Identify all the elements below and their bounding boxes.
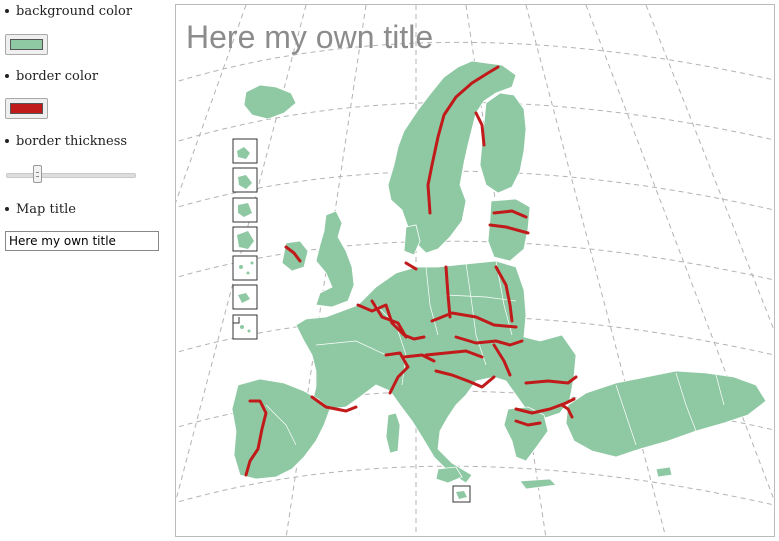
border-france-spain bbox=[310, 395, 358, 413]
turkey bbox=[565, 370, 767, 458]
border-romania-bulgaria bbox=[524, 375, 578, 385]
border-color-swatch bbox=[10, 103, 43, 114]
border-turkey-bulgaria bbox=[560, 403, 574, 419]
background-color-picker[interactable] bbox=[5, 34, 48, 55]
baltics bbox=[487, 198, 531, 262]
border-color-option: border color bbox=[5, 69, 98, 84]
finland bbox=[479, 92, 527, 194]
great-britain bbox=[315, 210, 355, 308]
sicily bbox=[435, 466, 463, 484]
border-estonia-latvia bbox=[488, 223, 530, 235]
map-panel[interactable]: Here my own title bbox=[175, 4, 775, 537]
scandinavia bbox=[387, 60, 517, 254]
border-thickness-label: border thickness bbox=[16, 134, 128, 149]
slider-thumb[interactable] bbox=[33, 165, 42, 183]
border-uk-france-channel bbox=[356, 303, 394, 325]
bullet-icon bbox=[5, 73, 9, 78]
inset-box-7 bbox=[232, 314, 258, 340]
inset-box-5 bbox=[232, 255, 258, 281]
options-sidebar: background color border color border thi… bbox=[0, 0, 170, 541]
border-denmark bbox=[404, 261, 418, 271]
map-title-input[interactable] bbox=[5, 231, 159, 251]
border-norway-sweden bbox=[426, 65, 500, 215]
border-color-picker[interactable] bbox=[5, 98, 48, 119]
corsica-sardinia bbox=[385, 412, 401, 454]
border-slovakia-hungary bbox=[454, 335, 524, 347]
bullet-icon bbox=[5, 206, 9, 211]
border-spain-portugal bbox=[244, 399, 268, 477]
iceland bbox=[243, 84, 297, 120]
denmark bbox=[403, 224, 421, 256]
bullet-icon bbox=[5, 8, 9, 13]
border-austria bbox=[424, 349, 484, 359]
border-france-germany bbox=[390, 321, 426, 341]
map-title: Here my own title bbox=[186, 19, 434, 55]
border-sweden-finland bbox=[474, 111, 486, 147]
background-color-label: background color bbox=[16, 4, 133, 19]
border-ireland bbox=[284, 245, 302, 263]
border-benelux bbox=[370, 299, 408, 339]
border-switzerland bbox=[402, 353, 436, 363]
border-czech bbox=[430, 311, 518, 329]
background-color-swatch bbox=[10, 39, 43, 50]
border-poland-east bbox=[494, 265, 514, 323]
border-greece-turkey bbox=[514, 419, 542, 427]
inset-corner-mark bbox=[233, 317, 240, 324]
border-germany-poland bbox=[444, 265, 452, 319]
bullet-icon bbox=[5, 138, 9, 143]
slider-track bbox=[6, 173, 136, 178]
cyprus bbox=[655, 466, 673, 478]
country-borders bbox=[244, 65, 578, 477]
border-hungary-romania bbox=[492, 343, 512, 377]
graticule bbox=[176, 5, 774, 536]
border-latvia-lithuania bbox=[492, 209, 528, 219]
border-bulgaria-south bbox=[514, 397, 576, 415]
region-borders bbox=[265, 260, 725, 446]
iberia bbox=[231, 378, 331, 480]
border-thickness-slider[interactable] bbox=[6, 164, 136, 186]
map-title-label: Map title bbox=[16, 202, 76, 217]
inset-islands bbox=[237, 147, 467, 499]
background-color-option: background color bbox=[5, 4, 132, 19]
map-title-option: Map title bbox=[5, 202, 76, 217]
border-thickness-option: border thickness bbox=[5, 134, 127, 149]
greece bbox=[503, 406, 549, 462]
border-color-label: border color bbox=[16, 69, 99, 84]
crete bbox=[519, 478, 557, 490]
border-slovenia-croatia bbox=[434, 369, 496, 389]
border-france-switzerland-italy bbox=[384, 351, 410, 395]
europe-map[interactable] bbox=[176, 5, 775, 537]
